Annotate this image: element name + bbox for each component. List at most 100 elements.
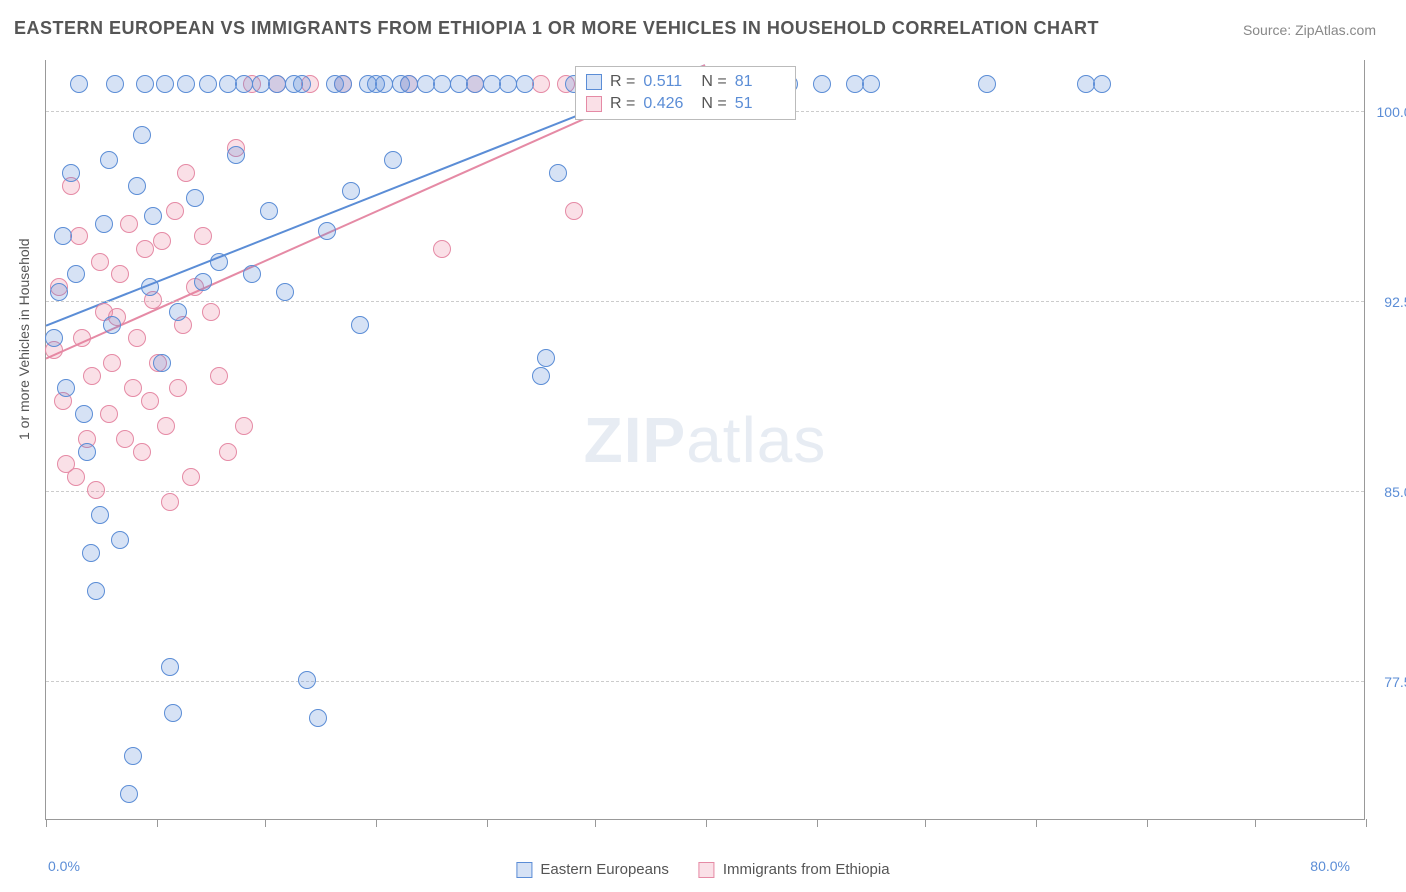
- scatter-point-series1: [298, 671, 316, 689]
- legend-swatch-series2: [699, 862, 715, 878]
- source-label: Source: ZipAtlas.com: [1243, 22, 1376, 38]
- scatter-point-series1: [199, 75, 217, 93]
- scatter-point-series1: [862, 75, 880, 93]
- stats-row-series1: R = 0.511 N = 81: [586, 71, 785, 93]
- trendlines-layer: [46, 60, 1364, 819]
- scatter-point-series2: [87, 481, 105, 499]
- scatter-point-series2: [70, 227, 88, 245]
- scatter-point-series2: [202, 303, 220, 321]
- scatter-point-series1: [375, 75, 393, 93]
- scatter-point-series1: [141, 278, 159, 296]
- scatter-point-series2: [182, 468, 200, 486]
- gridline: 85.0%: [46, 491, 1364, 492]
- scatter-point-series1: [133, 126, 151, 144]
- scatter-point-series1: [164, 704, 182, 722]
- scatter-point-series1: [1077, 75, 1095, 93]
- x-tick: [46, 819, 47, 827]
- scatter-point-series1: [156, 75, 174, 93]
- scatter-point-series2: [73, 329, 91, 347]
- x-tick: [487, 819, 488, 827]
- scatter-point-series1: [169, 303, 187, 321]
- scatter-point-series2: [161, 493, 179, 511]
- scatter-point-series1: [106, 75, 124, 93]
- scatter-point-series2: [153, 232, 171, 250]
- legend-item-series2: Immigrants from Ethiopia: [699, 861, 890, 878]
- scatter-point-series1: [318, 222, 336, 240]
- scatter-point-series2: [91, 253, 109, 271]
- watermark: ZIPatlas: [584, 403, 827, 477]
- x-tick: [1036, 819, 1037, 827]
- scatter-point-series1: [194, 273, 212, 291]
- gridline: 77.5%: [46, 681, 1364, 682]
- scatter-point-series2: [565, 202, 583, 220]
- scatter-point-series1: [978, 75, 996, 93]
- scatter-point-series2: [532, 75, 550, 93]
- scatter-point-series1: [45, 329, 63, 347]
- scatter-point-series1: [417, 75, 435, 93]
- y-tick-label: 100.0%: [1377, 104, 1406, 120]
- x-axis-max-label: 80.0%: [1310, 858, 1350, 874]
- scatter-point-series2: [166, 202, 184, 220]
- stats-n-label-1: N =: [701, 73, 726, 91]
- scatter-point-series1: [153, 354, 171, 372]
- scatter-point-series1: [334, 75, 352, 93]
- scatter-point-series1: [537, 349, 555, 367]
- scatter-point-series1: [433, 75, 451, 93]
- scatter-point-series1: [342, 182, 360, 200]
- x-tick: [706, 819, 707, 827]
- stats-n-value-1: 81: [735, 73, 785, 91]
- scatter-point-series1: [144, 207, 162, 225]
- scatter-point-series2: [116, 430, 134, 448]
- correlation-stats-box: R = 0.511 N = 81 R = 0.426 N = 51: [575, 66, 796, 120]
- scatter-point-series1: [186, 189, 204, 207]
- scatter-point-series1: [1093, 75, 1111, 93]
- scatter-point-series1: [400, 75, 418, 93]
- scatter-point-series1: [91, 506, 109, 524]
- scatter-point-series1: [70, 75, 88, 93]
- legend: Eastern Europeans Immigrants from Ethiop…: [516, 861, 889, 878]
- scatter-point-series2: [124, 379, 142, 397]
- scatter-point-series1: [293, 75, 311, 93]
- scatter-point-series1: [260, 202, 278, 220]
- scatter-point-series1: [210, 253, 228, 271]
- stats-n-label-2: N =: [701, 95, 726, 113]
- scatter-point-series2: [103, 354, 121, 372]
- watermark-bold: ZIP: [584, 404, 687, 476]
- scatter-point-series2: [120, 215, 138, 233]
- y-tick-label: 85.0%: [1384, 484, 1406, 500]
- scatter-point-series2: [100, 405, 118, 423]
- scatter-point-series1: [309, 709, 327, 727]
- x-tick: [1366, 819, 1367, 827]
- scatter-point-series2: [194, 227, 212, 245]
- x-tick: [1255, 819, 1256, 827]
- stats-n-value-2: 51: [735, 95, 785, 113]
- scatter-point-series1: [276, 283, 294, 301]
- scatter-point-series2: [133, 443, 151, 461]
- scatter-point-series1: [268, 75, 286, 93]
- scatter-point-series1: [351, 316, 369, 334]
- stats-r-label-2: R =: [610, 95, 635, 113]
- scatter-point-series1: [549, 164, 567, 182]
- scatter-point-series1: [252, 75, 270, 93]
- scatter-point-series1: [532, 367, 550, 385]
- scatter-point-series2: [210, 367, 228, 385]
- scatter-point-series1: [516, 75, 534, 93]
- stats-swatch-series2: [586, 96, 602, 112]
- scatter-point-series1: [483, 75, 501, 93]
- scatter-point-series1: [57, 379, 75, 397]
- scatter-point-series1: [813, 75, 831, 93]
- scatter-point-series2: [219, 443, 237, 461]
- scatter-point-series2: [141, 392, 159, 410]
- x-tick: [817, 819, 818, 827]
- stats-r-value-1: 0.511: [643, 73, 693, 91]
- stats-row-series2: R = 0.426 N = 51: [586, 93, 785, 115]
- scatter-point-series1: [219, 75, 237, 93]
- x-tick: [157, 819, 158, 827]
- legend-swatch-series1: [516, 862, 532, 878]
- scatter-point-series1: [100, 151, 118, 169]
- scatter-point-series1: [95, 215, 113, 233]
- scatter-point-series1: [111, 531, 129, 549]
- scatter-point-series1: [161, 658, 179, 676]
- scatter-point-series1: [120, 785, 138, 803]
- scatter-point-series2: [433, 240, 451, 258]
